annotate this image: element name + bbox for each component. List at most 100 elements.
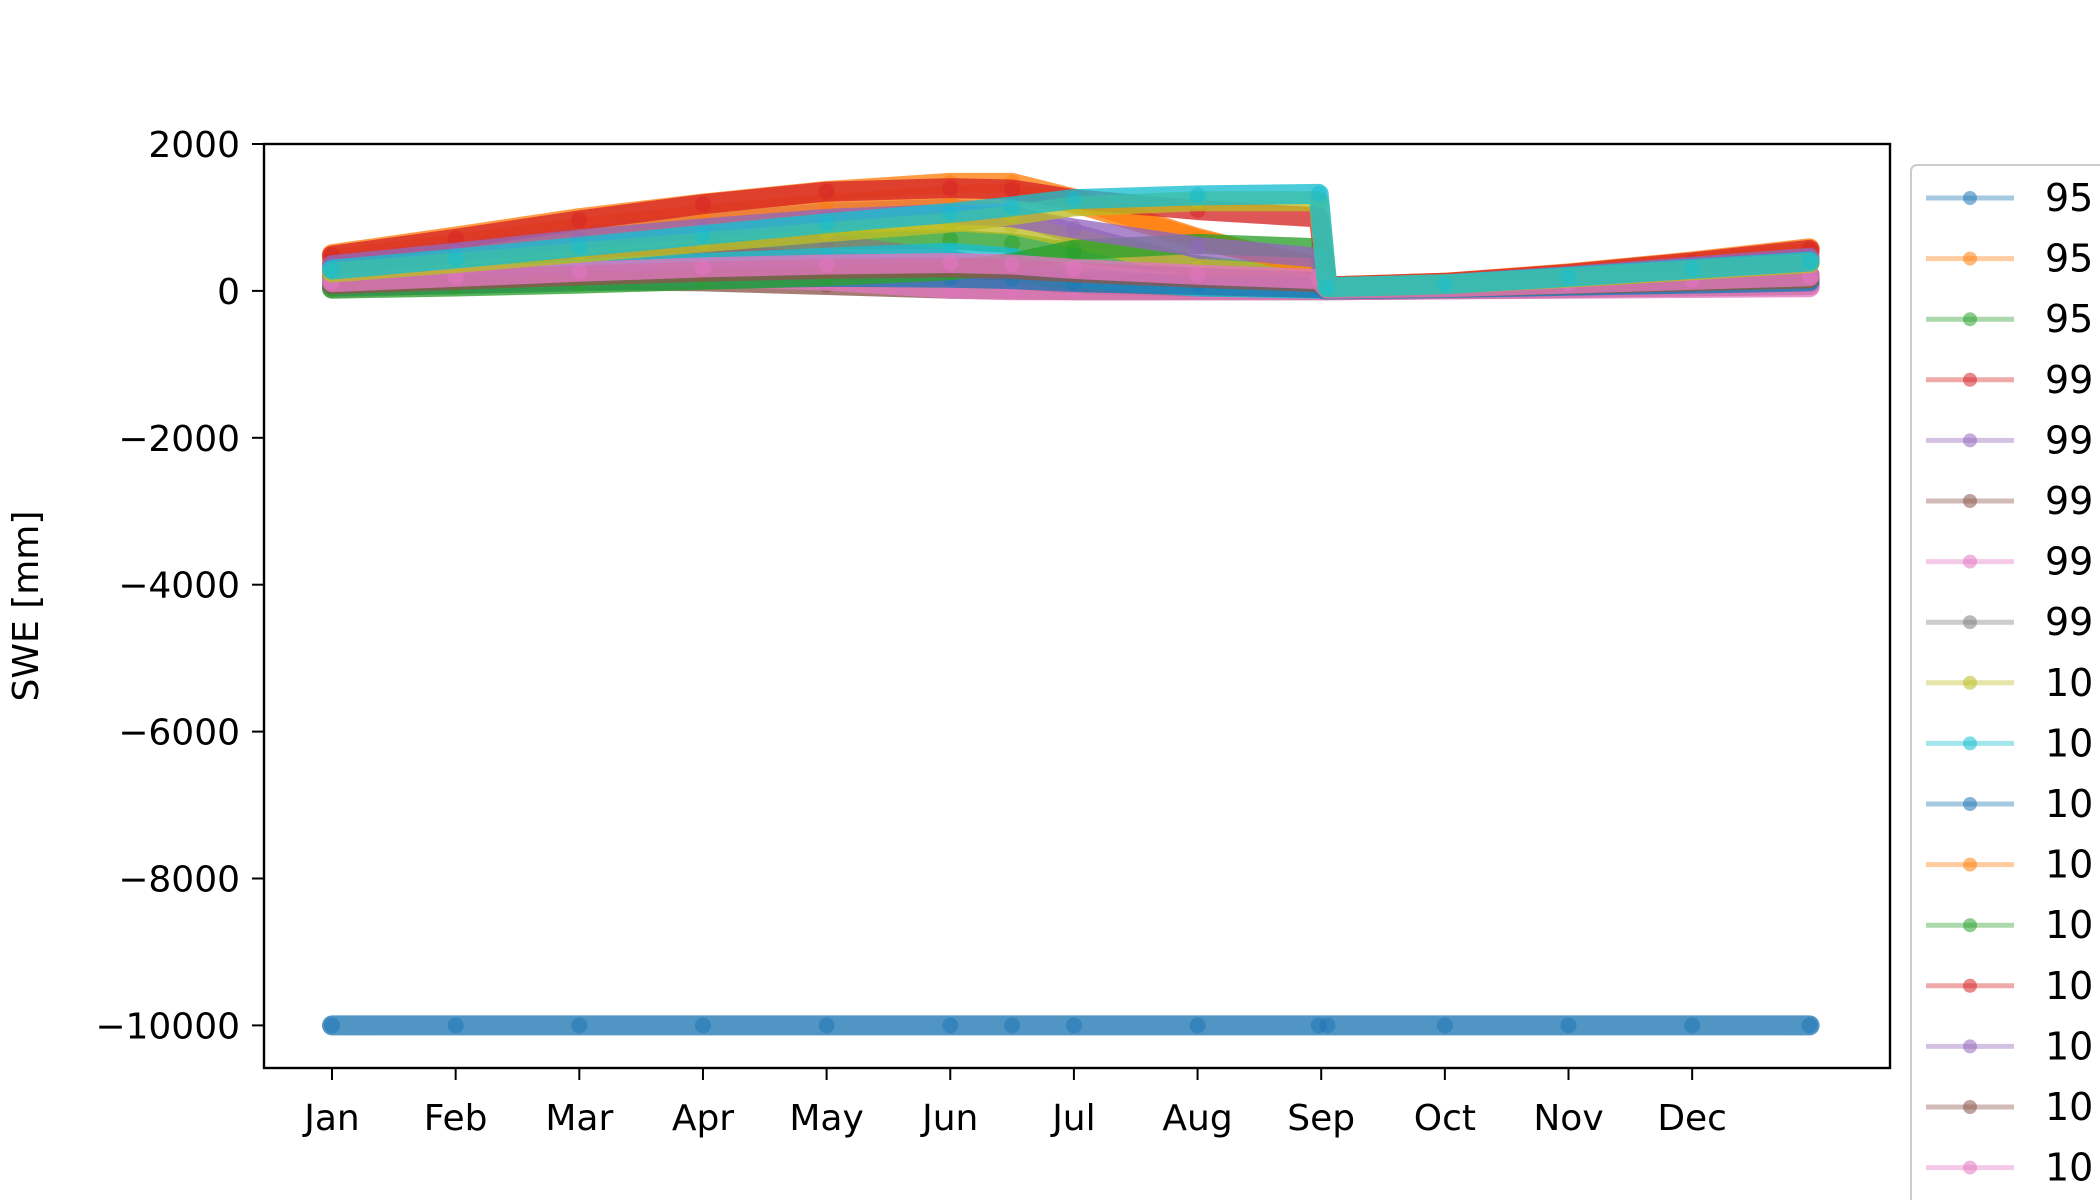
x-axis: Jan Feb Mar Apr May Jun Jul Aug Sep Oct Nov Dec: [302, 1068, 1727, 1139]
x-tick-label: Apr: [672, 1098, 734, 1139]
legend-entry: 99: [1926, 540, 2093, 584]
series-18-point-12: [1560, 268, 1577, 285]
y-tick-label: −4000: [118, 566, 240, 607]
legend-entry: 95: [1926, 297, 2093, 341]
legend-entry: 10: [1926, 843, 2093, 887]
legend-label: 99: [2045, 418, 2093, 462]
series-0-point-10: [1319, 1017, 1336, 1034]
series-12-point-7: [1065, 241, 1082, 258]
legend-entry: 99: [1926, 479, 2093, 523]
legend-entry: 10: [1926, 661, 2093, 705]
legend-entry: 10: [1926, 1146, 2093, 1190]
series-18-point-7: [1065, 191, 1082, 208]
legend-entry: 10: [1926, 1024, 2093, 1068]
legend-entry: 99: [1926, 418, 2093, 462]
series-13-point-6: [1004, 181, 1021, 198]
x-tick-label: Sep: [1287, 1098, 1355, 1139]
legend-marker: [1963, 372, 1977, 387]
y-tick-label: 2000: [148, 125, 240, 166]
y-tick-label: 0: [217, 272, 240, 313]
series-16-point-3: [695, 259, 711, 276]
legend-marker: [1963, 1160, 1977, 1175]
y-tick-label: −10000: [95, 1006, 240, 1047]
legend-label: 10: [2045, 903, 2093, 947]
legend-entry: 95: [1926, 237, 2093, 281]
legend-marker: [1963, 797, 1977, 811]
legend-entry: 10: [1926, 964, 2093, 1008]
series-16-point-5: [942, 255, 959, 271]
series-13-point-2: [571, 212, 588, 229]
legend-marker: [1963, 554, 1977, 569]
series-16-point-2: [571, 263, 588, 280]
y-axis: 2000 0 −2000 −4000 −6000 −8000 −10000: [95, 125, 264, 1047]
legend-entry: 99: [1926, 358, 2093, 402]
series-18-point-4: [818, 215, 835, 232]
series-18-point-13: [1684, 260, 1701, 277]
series-18-point-8: [1189, 187, 1206, 204]
series-16-point-6: [1004, 256, 1021, 273]
legend-marker: [1963, 251, 1977, 266]
series-0-point-13: [1684, 1017, 1701, 1034]
series-13-point-3: [695, 196, 711, 213]
series-0-point-2: [571, 1017, 588, 1034]
series-0-point-12: [1560, 1017, 1577, 1034]
series-0-point-3: [695, 1017, 711, 1034]
x-tick-label: Mar: [545, 1098, 613, 1139]
x-tick-label: Dec: [1657, 1098, 1727, 1139]
x-tick-label: Nov: [1533, 1098, 1603, 1139]
legend-marker: [1963, 494, 1977, 508]
series-16-point-8: [1189, 266, 1206, 283]
legend-entry: 10: [1926, 721, 2093, 765]
legend-marker: [1963, 312, 1977, 327]
legend-marker: [1963, 191, 1977, 205]
legend-label: 10: [2045, 1024, 2093, 1068]
series-18-point-10: [1319, 279, 1336, 296]
x-tick-label: Jun: [920, 1098, 978, 1139]
series-18-point-2: [571, 238, 588, 255]
legend-frame: [1910, 164, 2100, 1200]
series-0-point-1: [447, 1017, 464, 1034]
legend-entry: 10: [1926, 1085, 2093, 1129]
y-tick-label: −8000: [118, 859, 240, 900]
y-axis-title: SWE [mm]: [6, 511, 47, 702]
legend-label: 10: [2045, 1085, 2093, 1129]
series-16-point-4: [818, 256, 835, 273]
x-tick-label: Aug: [1162, 1098, 1232, 1139]
series-18-point-9: [1310, 185, 1327, 202]
plot-area: [322, 172, 1820, 1036]
series-0-point-7: [1065, 1017, 1082, 1034]
x-tick-label: Jan: [302, 1098, 360, 1139]
legend-marker: [1963, 1039, 1977, 1054]
legend-marker: [1963, 675, 1977, 690]
legend-entry: 95: [1926, 176, 2093, 220]
legend-label: 10: [2045, 1146, 2093, 1190]
series-14-point-8: [1189, 238, 1206, 255]
legend-label: 95: [2045, 297, 2093, 341]
series-0-point-6: [1004, 1017, 1021, 1034]
series-13-point-4: [818, 183, 835, 200]
series-18-point-6: [1004, 198, 1021, 215]
x-tick-label: Feb: [424, 1098, 488, 1139]
legend-label: 10: [2045, 782, 2093, 826]
legend-marker: [1963, 857, 1977, 872]
plot-frame: [262, 142, 1892, 1070]
y-tick-label: −6000: [118, 713, 240, 754]
y-tick-label: −2000: [118, 419, 240, 460]
series-0-point-14: [1801, 1017, 1818, 1034]
series-18-point-0: [324, 261, 340, 278]
legend-entry: 99: [1926, 600, 2093, 644]
series-2-point-6: [1004, 235, 1021, 252]
legend-label: 99: [2045, 358, 2093, 402]
legend-marker: [1963, 918, 1977, 933]
series-0-point-5: [942, 1017, 959, 1034]
legend-label: 99: [2045, 540, 2093, 584]
x-tick-label: Jul: [1050, 1098, 1095, 1139]
series-18-point-1: [447, 250, 464, 267]
legend-marker: [1963, 433, 1977, 448]
legend-label: 99: [2045, 600, 2093, 644]
series-14-point-7: [1065, 220, 1082, 237]
legend-entry: 10: [1926, 782, 2093, 826]
legend-label: 99: [2045, 479, 2093, 523]
series-0-point-11: [1436, 1017, 1453, 1034]
